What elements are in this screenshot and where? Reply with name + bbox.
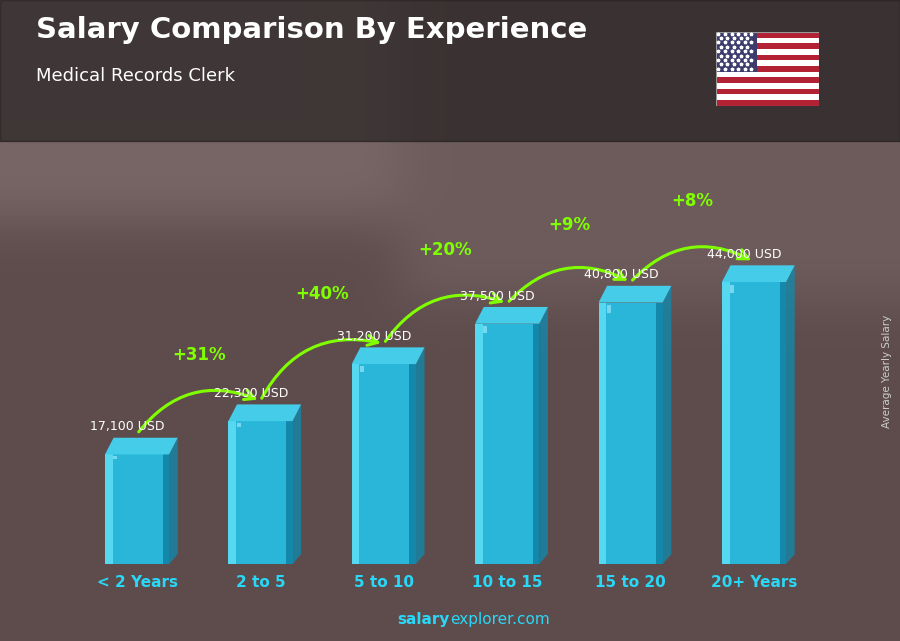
Text: 31,200 USD: 31,200 USD: [337, 330, 411, 343]
Text: +9%: +9%: [548, 216, 590, 234]
Polygon shape: [475, 307, 548, 324]
Bar: [352, 364, 359, 564]
Polygon shape: [662, 286, 671, 564]
Bar: [722, 282, 786, 564]
Bar: [598, 303, 662, 564]
Bar: [716, 78, 819, 83]
Text: +31%: +31%: [172, 345, 226, 363]
Bar: [716, 83, 819, 88]
Bar: [722, 282, 730, 564]
Bar: [113, 456, 117, 459]
Bar: [716, 32, 757, 72]
Bar: [779, 282, 786, 564]
Text: +8%: +8%: [671, 192, 714, 210]
Polygon shape: [169, 438, 178, 564]
Bar: [360, 366, 364, 372]
Text: +40%: +40%: [295, 285, 349, 303]
Bar: [475, 324, 539, 564]
Bar: [716, 44, 819, 49]
Text: explorer.com: explorer.com: [450, 612, 550, 627]
Polygon shape: [352, 347, 425, 364]
Bar: [286, 421, 292, 564]
Polygon shape: [598, 286, 671, 303]
Bar: [105, 454, 112, 564]
Bar: [533, 324, 539, 564]
Text: 22,300 USD: 22,300 USD: [213, 387, 288, 400]
Bar: [716, 60, 819, 66]
Bar: [352, 364, 416, 564]
Bar: [229, 421, 292, 564]
Bar: [716, 72, 819, 78]
Bar: [105, 454, 169, 564]
Bar: [716, 100, 819, 106]
Bar: [716, 94, 819, 100]
Bar: [730, 285, 734, 294]
Polygon shape: [539, 307, 548, 564]
Bar: [237, 422, 240, 427]
Polygon shape: [229, 404, 302, 421]
Text: Average Yearly Salary: Average Yearly Salary: [881, 315, 892, 428]
Polygon shape: [105, 438, 178, 454]
Bar: [163, 454, 169, 564]
Text: 37,500 USD: 37,500 USD: [460, 290, 535, 303]
Text: 17,100 USD: 17,100 USD: [90, 420, 165, 433]
Polygon shape: [786, 265, 795, 564]
Bar: [229, 421, 236, 564]
Text: Medical Records Clerk: Medical Records Clerk: [36, 67, 235, 85]
Bar: [410, 364, 416, 564]
Polygon shape: [292, 404, 302, 564]
Text: 44,000 USD: 44,000 USD: [707, 248, 781, 261]
Bar: [716, 32, 819, 38]
Bar: [598, 303, 607, 564]
Text: 40,800 USD: 40,800 USD: [584, 269, 658, 281]
Text: salary: salary: [398, 612, 450, 627]
Bar: [483, 326, 487, 333]
Bar: [716, 49, 819, 54]
Bar: [716, 88, 819, 94]
Bar: [607, 305, 611, 313]
Bar: [716, 54, 819, 60]
Bar: [716, 66, 819, 72]
Text: +20%: +20%: [418, 240, 472, 258]
Bar: [475, 324, 482, 564]
Bar: [716, 38, 819, 44]
Polygon shape: [416, 347, 425, 564]
Polygon shape: [722, 265, 795, 282]
Bar: [656, 303, 662, 564]
Text: Salary Comparison By Experience: Salary Comparison By Experience: [36, 16, 587, 44]
